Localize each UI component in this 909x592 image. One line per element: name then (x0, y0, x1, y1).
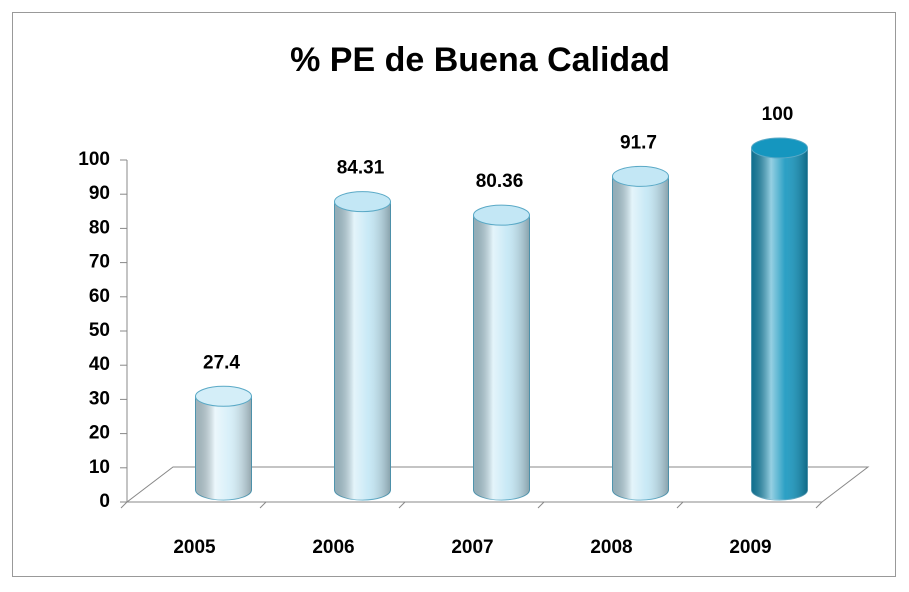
bar-top (612, 165, 669, 187)
bar (751, 137, 808, 501)
x-tick (398, 501, 406, 509)
x-tick-label: 2005 (173, 537, 216, 558)
bar-top (334, 191, 391, 213)
bar-shade (751, 148, 808, 500)
data-label: 84.31 (337, 158, 385, 179)
y-tick-label: 50 (89, 320, 110, 341)
x-tick-label: 2006 (312, 537, 354, 558)
x-tick (815, 501, 823, 509)
bar-shade (334, 201, 391, 501)
x-tick (120, 501, 128, 509)
bar (612, 165, 669, 501)
x-tick (537, 501, 545, 509)
bar-top (195, 385, 252, 407)
y-tick-label: 40 (89, 354, 110, 375)
y-tick-label: 30 (89, 388, 110, 409)
bar (334, 191, 391, 501)
x-tick (676, 501, 684, 509)
chart-title: % PE de Buena Calidad (290, 41, 670, 79)
x-tick-label: 2007 (451, 537, 493, 558)
y-tick-label: 80 (89, 217, 110, 238)
bar (195, 385, 252, 501)
x-tick-label: 2008 (590, 537, 632, 558)
bar-top (473, 204, 530, 226)
y-tick-label: 20 (89, 423, 110, 444)
x-tick-label: 2009 (729, 537, 771, 558)
data-label: 100 (762, 104, 794, 125)
data-label: 80.36 (476, 171, 524, 192)
data-label: 91.7 (620, 132, 657, 153)
y-tick-label: 10 (89, 457, 110, 478)
x-tick (259, 501, 267, 509)
bar (473, 204, 530, 501)
bar-shade (195, 396, 252, 500)
y-tick-label: 100 (78, 149, 110, 170)
data-label: 27.4 (203, 352, 240, 373)
y-tick-label: 90 (89, 183, 110, 204)
bar-shade (473, 215, 530, 500)
y-tick-label: 70 (89, 252, 110, 273)
y-tick-label: 60 (89, 286, 110, 307)
y-tick-label: 0 (99, 491, 110, 512)
bar-top (751, 137, 808, 159)
bar-shade (612, 176, 669, 501)
